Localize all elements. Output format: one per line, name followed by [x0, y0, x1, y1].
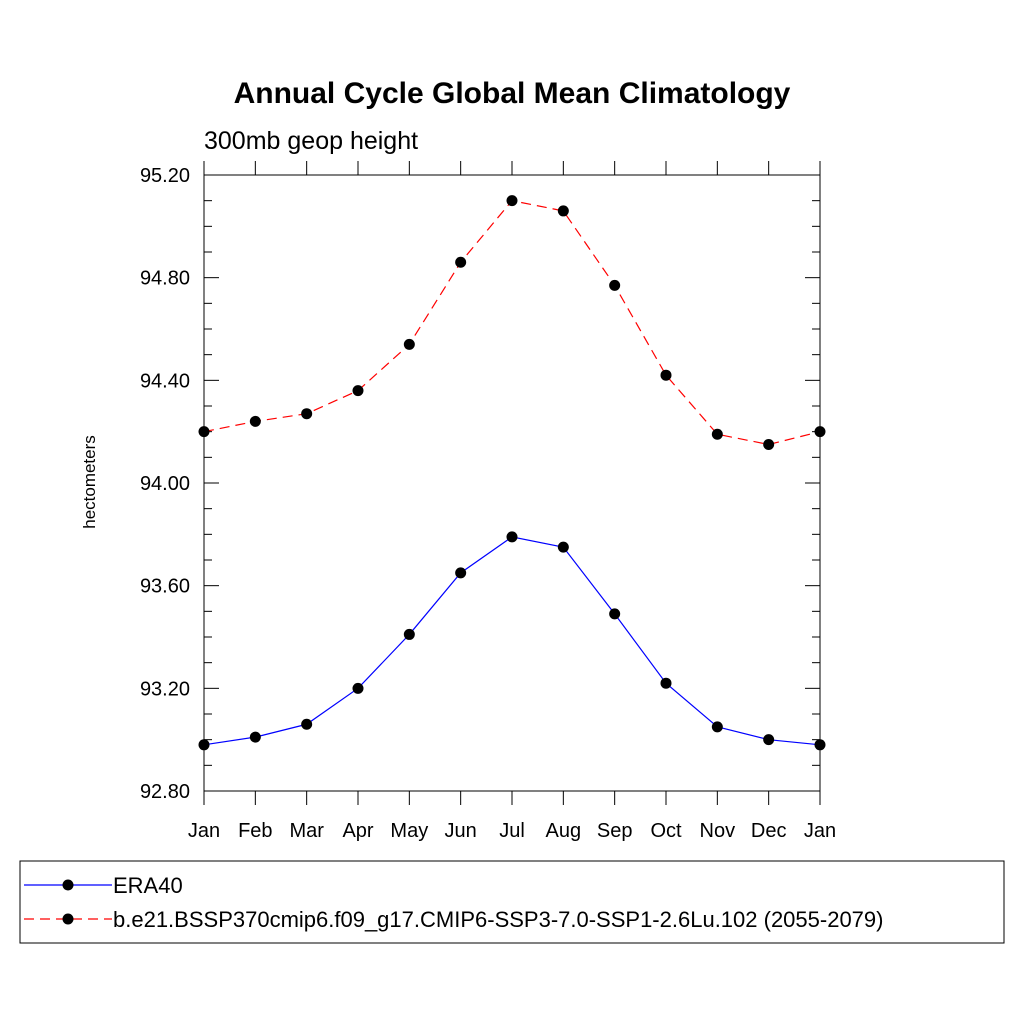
- legend-box: [19, 860, 1005, 944]
- series-line-0: [203, 536, 821, 746]
- data-point-series-0: [403, 628, 415, 640]
- data-point-series-1: [763, 439, 775, 450]
- data-point-series-1: [711, 428, 723, 440]
- data-point-series-1: [609, 279, 621, 291]
- data-point-series-0: [352, 682, 364, 694]
- legend: ERA40 b.e21.BSSP370cmip6.f09_g17.CMIP6-SS…: [19, 860, 1005, 944]
- legend-marker-1: [62, 913, 74, 925]
- y-tick-label: 94.00: [140, 473, 190, 495]
- data-point-series-1: [814, 426, 826, 438]
- x-tick-label: May: [390, 820, 428, 842]
- plot-area: 92.80 93.20 93.60 94.00 94.40 94.80 95.20 Jan Fe…: [140, 161, 836, 842]
- y-tick-label: 95.20: [140, 165, 190, 187]
- x-tick-label: Apr: [342, 820, 373, 842]
- plot-frame: [203, 174, 821, 792]
- data-point-series-0: [249, 731, 261, 743]
- legend-marker-0: [62, 879, 74, 891]
- data-point-series-0: [506, 531, 518, 543]
- chart-subtitle: 300mb geop height: [204, 127, 418, 155]
- x-tick-label: Jul: [499, 820, 525, 842]
- data-point-series-1: [403, 338, 415, 350]
- data-point-series-0: [455, 567, 467, 579]
- data-point-series-0: [660, 677, 672, 689]
- data-point-series-1: [352, 385, 364, 397]
- y-tick-label: 92.80: [140, 781, 190, 803]
- data-point-series-1: [506, 195, 518, 207]
- y-tick-label: 93.20: [140, 678, 190, 700]
- data-point-series-0: [557, 541, 569, 553]
- x-tick-label: Dec: [751, 820, 787, 842]
- data-point-series-0: [198, 739, 210, 751]
- data-point-series-1: [455, 256, 467, 268]
- x-tick-label: Jun: [445, 820, 477, 842]
- y-tick-label: 94.40: [140, 370, 190, 392]
- data-point-series-1: [557, 205, 569, 217]
- x-tick-label: Oct: [650, 820, 682, 842]
- x-tick-label: Jan: [188, 820, 220, 842]
- x-tick-label: Jan: [804, 820, 836, 842]
- data-point-series-0: [609, 608, 621, 620]
- x-tick-label: Nov: [700, 820, 736, 842]
- y-tick-label: 94.80: [140, 268, 190, 290]
- data-point-series-0: [711, 721, 723, 733]
- data-point-series-0: [814, 739, 826, 751]
- y-tick-label: 93.60: [140, 576, 190, 598]
- data-point-series-1: [660, 369, 672, 381]
- x-tick-label: Mar: [289, 820, 324, 842]
- legend-label-0: ERA40: [113, 873, 183, 898]
- y-axis-label: hectometers: [80, 435, 99, 529]
- data-point-series-0: [763, 734, 775, 746]
- data-point-series-1: [249, 415, 261, 427]
- data-point-series-1: [301, 408, 313, 420]
- x-tick-label: Sep: [597, 820, 633, 842]
- data-point-series-1: [198, 426, 210, 438]
- legend-label-1: b.e21.BSSP370cmip6.f09_g17.CMIP6-SSP3-7.…: [113, 907, 883, 932]
- chart-title: Annual Cycle Global Mean Climatology: [234, 77, 791, 110]
- x-tick-label: Feb: [238, 820, 272, 842]
- data-point-series-0: [301, 718, 313, 730]
- series-line-1: [203, 200, 821, 446]
- x-tick-label: Aug: [546, 820, 582, 842]
